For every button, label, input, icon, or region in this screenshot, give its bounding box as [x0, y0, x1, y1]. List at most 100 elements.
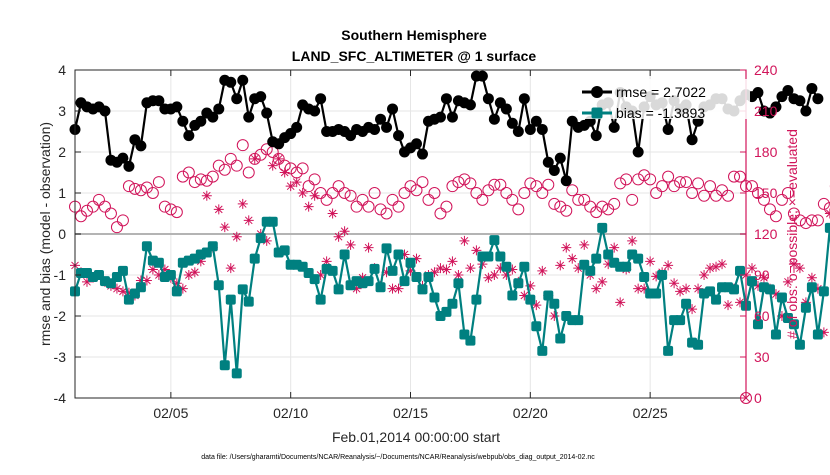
evaluated-obs-point — [238, 199, 248, 209]
bias-point — [118, 266, 128, 276]
chart-title: Southern Hemisphere — [341, 27, 487, 43]
bias-point — [681, 299, 691, 309]
bias-point — [471, 295, 481, 305]
possible-obs-point — [627, 194, 638, 205]
possible-obs-point — [171, 207, 182, 218]
rmse-point — [177, 116, 188, 127]
rmse-point — [519, 93, 530, 104]
evaluated-obs-point — [232, 232, 242, 242]
evaluated-obs-point — [340, 226, 350, 236]
rmse-point — [752, 87, 763, 98]
possible-obs-point — [393, 201, 404, 212]
rmse-point — [369, 124, 380, 135]
possible-obs-point — [770, 211, 781, 222]
bias-point — [154, 258, 164, 268]
rmse-point — [812, 93, 823, 104]
bias-point — [328, 266, 338, 276]
bias-point — [382, 243, 392, 253]
bias-point — [208, 241, 218, 251]
y-axis-label-left: rmse and bias (model - observation) — [37, 122, 53, 346]
rmse-point — [687, 134, 698, 145]
evaluated-obs-point — [244, 215, 254, 225]
rmse-point — [291, 122, 302, 133]
rmse-point — [483, 93, 494, 104]
bias-point — [825, 223, 830, 233]
evaluated-obs-point — [825, 209, 830, 219]
rmse-point — [633, 147, 644, 158]
bias-point — [214, 280, 224, 290]
possible-obs-point — [159, 201, 170, 212]
bias-point — [376, 282, 386, 292]
bias-point — [364, 276, 374, 286]
x-tick-label: 02/20 — [513, 405, 548, 421]
evaluated-obs-point — [459, 236, 469, 246]
bias-point — [591, 254, 601, 264]
bias-point — [489, 235, 499, 245]
bias-point — [172, 286, 182, 296]
rmse-point — [243, 112, 254, 123]
rmse-point — [123, 161, 134, 172]
evaluated-obs-point — [298, 188, 308, 198]
bias-point — [220, 360, 230, 370]
bias-point — [429, 293, 439, 303]
legend: rmse = 2.7022 bias = -1.3893 — [578, 79, 750, 121]
y-tick-label: 2 — [58, 144, 66, 160]
rmse-point — [441, 93, 452, 104]
possible-obs-point — [800, 218, 811, 229]
bias-point — [573, 315, 583, 325]
possible-obs-point — [423, 194, 434, 205]
bias-point — [244, 297, 254, 307]
evaluated-obs-point — [280, 168, 290, 178]
possible-obs-point — [351, 201, 362, 212]
evaluated-obs-point — [465, 263, 475, 273]
bias-point — [250, 254, 260, 264]
legend-rmse-label: rmse = 2.7022 — [616, 84, 706, 100]
evaluated-obs-point — [286, 181, 296, 191]
evaluated-obs-point — [699, 270, 709, 280]
evaluated-obs-point — [627, 236, 637, 246]
possible-obs-point — [531, 181, 542, 192]
rmse-point — [183, 130, 194, 141]
evaluated-obs-point — [292, 177, 302, 187]
rmse-point — [537, 124, 548, 135]
y-tick-label: 0 — [58, 226, 66, 242]
bias-point — [693, 340, 703, 350]
chart-subtitle: LAND_SFC_ALTIMETER @ 1 surface — [292, 48, 537, 64]
bias-point — [465, 336, 475, 346]
bias-point — [400, 276, 410, 286]
bias-point — [166, 270, 176, 280]
bias-point — [555, 334, 565, 344]
bias-point — [813, 329, 823, 339]
rmse-point — [435, 112, 446, 123]
y-tick-label: -1 — [54, 267, 67, 283]
y2-tick-label: 180 — [754, 144, 778, 160]
possible-obs-point — [237, 140, 248, 151]
possible-obs-point — [321, 194, 332, 205]
x-tick-label: 02/25 — [633, 405, 668, 421]
bias-point — [675, 315, 685, 325]
evaluated-obs-point — [615, 297, 625, 307]
possible-obs-point — [333, 181, 344, 192]
evaluated-obs-point — [214, 204, 224, 214]
evaluated-obs-point — [364, 243, 374, 253]
rmse-point — [261, 108, 272, 119]
rmse-point — [663, 124, 674, 135]
rmse-point — [237, 75, 248, 86]
bias-point — [256, 233, 266, 243]
possible-obs-point — [549, 198, 560, 209]
evaluated-obs-point — [681, 284, 691, 294]
rmse-point — [381, 122, 392, 133]
rmse-point — [171, 101, 182, 112]
bias-point — [238, 284, 248, 294]
evaluated-obs-point — [579, 240, 589, 250]
evaluated-obs-point — [447, 256, 457, 266]
y2-tick-label: 150 — [754, 185, 778, 201]
evaluated-obs-point — [190, 267, 200, 277]
x-tick-label: 02/05 — [153, 405, 188, 421]
possible-obs-point — [699, 190, 710, 201]
possible-obs-point — [477, 194, 488, 205]
rmse-point — [489, 114, 500, 125]
bias-point — [819, 286, 829, 296]
y2-tick-label: 240 — [754, 62, 778, 78]
